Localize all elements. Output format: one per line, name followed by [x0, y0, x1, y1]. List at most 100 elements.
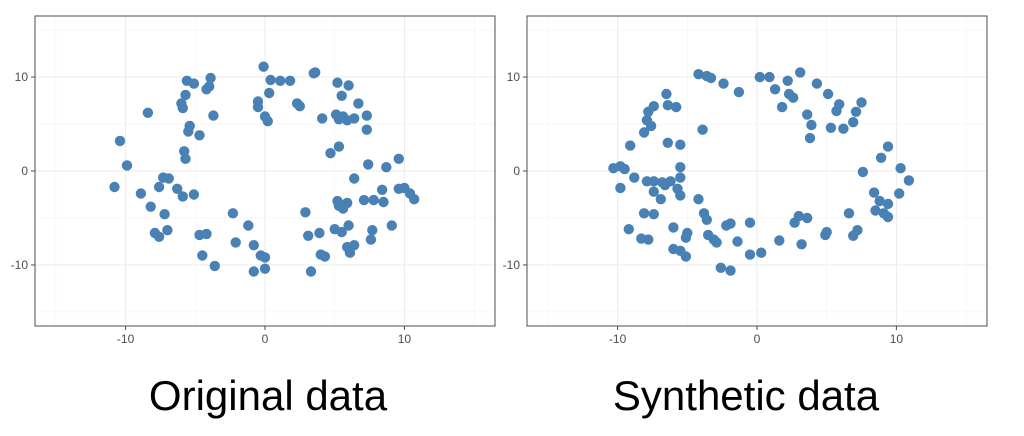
data-point	[153, 231, 165, 242]
data-point	[903, 175, 915, 186]
data-point	[882, 211, 894, 223]
data-point	[314, 227, 325, 239]
y-tick-label: 10	[507, 70, 521, 84]
data-point	[275, 75, 286, 87]
data-point	[184, 120, 195, 132]
data-point	[325, 148, 336, 159]
data-point	[376, 184, 388, 195]
data-point	[176, 98, 187, 109]
y-tick-label: -10	[11, 258, 29, 272]
y-tick-label: 10	[15, 70, 29, 84]
data-point	[662, 100, 673, 111]
data-point	[821, 226, 832, 238]
data-point	[843, 208, 855, 219]
data-point	[252, 101, 264, 113]
data-point	[789, 217, 800, 228]
data-point	[333, 141, 345, 152]
data-point	[776, 101, 788, 113]
data-point	[329, 224, 340, 235]
data-point	[796, 239, 807, 250]
data-point	[172, 183, 183, 194]
data-point	[882, 198, 894, 210]
data-point	[121, 160, 133, 171]
data-point	[882, 141, 894, 152]
data-point	[230, 237, 241, 248]
data-points	[608, 67, 915, 276]
synthetic-data-caption: Synthetic data	[612, 372, 880, 419]
data-point	[718, 78, 729, 89]
data-point	[874, 195, 885, 207]
data-point	[806, 119, 817, 131]
data-point	[643, 234, 654, 245]
data-point	[802, 212, 813, 224]
data-point	[248, 266, 259, 277]
data-point	[204, 81, 215, 92]
x-tick-label: 0	[262, 332, 269, 346]
data-point	[638, 208, 650, 219]
data-point	[145, 201, 156, 212]
data-point	[715, 262, 726, 273]
data-point	[811, 78, 823, 89]
data-point	[361, 124, 372, 135]
data-point	[711, 237, 722, 248]
data-point	[645, 120, 657, 132]
original-data-plot: -10 0 10 10 0 -10	[11, 15, 496, 346]
data-point	[363, 159, 374, 170]
data-point	[381, 162, 392, 173]
data-point	[368, 194, 379, 206]
data-point	[895, 163, 906, 174]
data-point	[303, 230, 314, 241]
data-point	[848, 117, 859, 128]
data-point	[744, 217, 756, 228]
data-point	[259, 263, 271, 274]
data-point	[361, 110, 372, 121]
y-tick-label: 0	[513, 164, 520, 178]
data-point	[619, 163, 630, 175]
data-point	[675, 190, 686, 201]
data-point	[227, 208, 239, 219]
data-points	[109, 61, 420, 277]
synthetic-data-plot: -10 0 10 10 0 -10	[503, 15, 988, 346]
data-point	[825, 122, 837, 133]
data-point	[648, 101, 659, 112]
data-point	[258, 61, 269, 72]
data-point	[305, 266, 317, 277]
data-point	[665, 176, 676, 187]
data-point	[248, 240, 259, 251]
data-point	[732, 236, 743, 247]
data-point	[317, 113, 328, 124]
major-grid	[527, 16, 987, 326]
data-point	[264, 87, 275, 99]
axis-ticks	[523, 76, 897, 330]
data-point	[332, 77, 343, 88]
data-point	[194, 130, 205, 141]
data-point	[744, 249, 756, 260]
data-point	[850, 106, 862, 118]
data-point	[358, 194, 370, 206]
data-point	[764, 71, 775, 83]
data-point	[675, 139, 686, 150]
data-point	[265, 74, 276, 86]
data-point	[848, 230, 859, 241]
data-point	[675, 162, 686, 173]
data-point	[342, 241, 353, 253]
data-point	[284, 75, 296, 87]
data-point	[648, 176, 659, 187]
data-point	[782, 75, 793, 87]
y-tick-label: -10	[503, 258, 521, 272]
data-point	[393, 153, 404, 164]
data-point	[342, 197, 353, 209]
x-tick-label: 10	[890, 332, 904, 346]
data-point	[834, 99, 845, 110]
data-point	[310, 67, 321, 78]
data-point	[668, 222, 679, 233]
data-point	[701, 214, 712, 225]
original-data-caption: Original data	[148, 372, 388, 419]
x-tick-label: -10	[117, 332, 135, 346]
data-point	[319, 251, 331, 262]
data-point	[838, 123, 849, 134]
data-point	[188, 189, 200, 200]
data-point	[349, 113, 360, 124]
data-point	[733, 86, 745, 98]
data-point	[343, 80, 354, 91]
